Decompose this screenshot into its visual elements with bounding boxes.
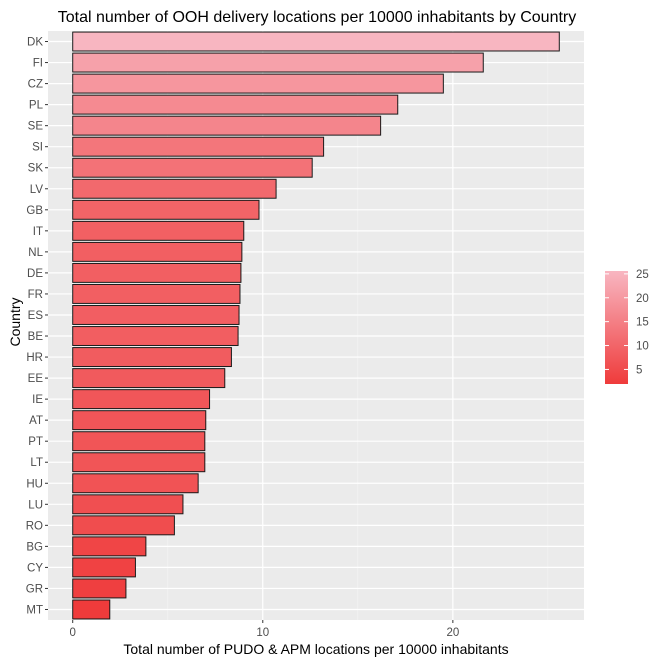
bar-se (72, 115, 382, 136)
bar-sk (72, 157, 313, 178)
y-tick-label: MT (26, 604, 43, 616)
bar-hr (72, 347, 232, 368)
x-axis-title: Total number of PUDO & APM locations per… (123, 641, 508, 657)
y-tick-label: HU (26, 478, 43, 490)
bar-lv (72, 178, 277, 199)
x-axis-ticks: 0 10 20 (70, 620, 459, 639)
bars (72, 31, 560, 620)
bar-ro (72, 515, 175, 536)
bar-de (72, 262, 242, 283)
y-tick-label: HR (26, 352, 43, 364)
chart-title: Total number of OOH delivery locations p… (58, 9, 577, 26)
y-tick-label: AT (29, 415, 43, 427)
bar-at (72, 410, 207, 431)
bar-bg (72, 536, 147, 557)
y-tick-label: PL (29, 100, 44, 112)
y-tick-label: GR (26, 583, 43, 595)
y-tick-label: PT (28, 436, 43, 448)
bar-fr (72, 283, 241, 304)
y-tick-label: BG (26, 541, 43, 553)
y-tick-label: EE (28, 373, 44, 385)
bar-gr (72, 578, 127, 599)
bar-ie (72, 389, 211, 410)
legend-tick-label: 10 (636, 341, 649, 353)
bar-lt (72, 452, 206, 473)
bar-nl (72, 241, 243, 262)
y-axis-ticks: DK FI CZ PL SE SI SK LV GB IT NL DE FR ES BE HR EE IE AT PT… (26, 37, 48, 616)
y-tick-label: DE (27, 268, 43, 280)
x-tick-label: 20 (446, 627, 459, 639)
bar-gb (72, 199, 260, 220)
bar-si (72, 136, 325, 157)
legend-colorbar (605, 271, 628, 384)
y-tick-label: LU (28, 499, 43, 511)
bar-es (72, 305, 240, 325)
y-tick-label: IE (32, 394, 43, 406)
y-tick-label: FR (28, 289, 43, 301)
legend-tick-label: 5 (636, 364, 642, 376)
bar-pl (72, 94, 399, 115)
bar-dk (72, 31, 560, 52)
y-tick-label: RO (26, 520, 43, 532)
bar-cz (72, 73, 444, 94)
bar-fi (72, 52, 484, 73)
y-axis-title: Country (7, 297, 23, 346)
y-tick-label: FI (33, 58, 43, 70)
legend-tick-label: 20 (636, 293, 649, 305)
color-legend: 5 10 15 20 25 (605, 269, 649, 384)
y-tick-label: CY (27, 562, 43, 574)
y-tick-label: BE (28, 331, 44, 343)
bar-cy (72, 557, 136, 578)
y-tick-label: GB (26, 205, 43, 217)
y-tick-label: SK (28, 163, 44, 175)
y-tick-label: LV (30, 184, 44, 196)
bar-pt (72, 431, 206, 452)
y-tick-label: SI (32, 142, 43, 154)
legend-tick-label: 15 (636, 317, 649, 329)
bar-ee (72, 368, 226, 389)
y-tick-label: LT (30, 457, 43, 469)
legend-tick-label: 25 (636, 269, 649, 281)
y-tick-label: ES (28, 310, 44, 322)
bar-it (72, 220, 245, 241)
y-tick-label: NL (28, 247, 43, 259)
y-tick-label: IT (33, 226, 43, 238)
y-tick-label: SE (28, 121, 44, 133)
bar-hu (72, 473, 199, 494)
bar-lu (72, 494, 184, 515)
y-tick-label: CZ (28, 79, 43, 91)
y-tick-label: DK (27, 37, 43, 49)
x-tick-label: 10 (256, 627, 269, 639)
x-tick-label: 0 (70, 627, 76, 639)
bar-mt (72, 599, 111, 620)
bar-be (72, 326, 239, 346)
